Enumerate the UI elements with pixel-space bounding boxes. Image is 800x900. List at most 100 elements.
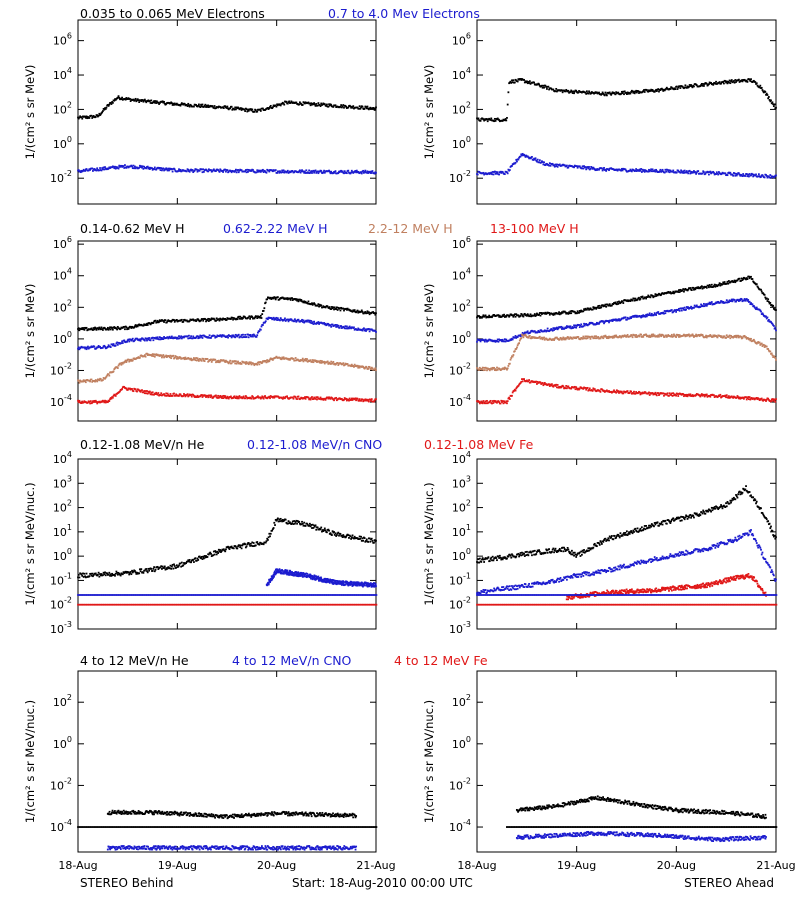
- data-point: [773, 327, 776, 330]
- data-point: [178, 357, 180, 359]
- data-point: [625, 93, 628, 95]
- data-point: [160, 392, 163, 395]
- data-point: [773, 356, 776, 358]
- data-point: [567, 312, 570, 315]
- data-point: [625, 92, 628, 94]
- data-point: [335, 306, 338, 309]
- data-point: [764, 344, 767, 347]
- data-point: [773, 103, 776, 106]
- data-point: [482, 400, 485, 402]
- data-point: [678, 289, 680, 291]
- data-point: [180, 318, 183, 321]
- data-point: [629, 300, 632, 303]
- data-point: [568, 311, 570, 314]
- data-point: [119, 327, 122, 330]
- data-point: [287, 320, 290, 323]
- data-point: [306, 358, 308, 360]
- data-point: [775, 106, 777, 109]
- data-point: [259, 328, 262, 331]
- data-point: [567, 89, 570, 92]
- data-point: [262, 324, 264, 326]
- data-point: [148, 168, 151, 170]
- data-point: [652, 296, 655, 299]
- data-point: [514, 161, 517, 164]
- data-point: [134, 388, 137, 391]
- data-point: [199, 106, 202, 109]
- data-point: [553, 164, 555, 167]
- data-point: [703, 83, 706, 85]
- data-point: [201, 103, 204, 106]
- data-point: [222, 394, 225, 397]
- data-point: [274, 318, 277, 321]
- data-point: [670, 335, 673, 338]
- data-point: [613, 389, 615, 392]
- data-series: [476, 78, 777, 123]
- data-point: [751, 173, 754, 176]
- data-point: [552, 314, 555, 316]
- data-point: [257, 331, 259, 334]
- data-point: [638, 391, 641, 394]
- data-point: [762, 344, 765, 346]
- data-point: [673, 88, 675, 91]
- data-point: [82, 168, 85, 171]
- data-point: [543, 338, 546, 341]
- data-point: [730, 334, 732, 337]
- data-point: [519, 155, 522, 158]
- data-point: [553, 165, 556, 168]
- data-point: [108, 374, 111, 377]
- data-point: [91, 167, 94, 170]
- data-point: [724, 80, 727, 82]
- data-point: [148, 390, 151, 393]
- data-point: [168, 335, 171, 338]
- data-point: [359, 107, 362, 110]
- data-point: [247, 362, 249, 365]
- data-point: [256, 317, 259, 320]
- data-point: [763, 176, 766, 179]
- data-point: [703, 286, 705, 289]
- data-point: [765, 345, 768, 348]
- data-point: [486, 118, 488, 121]
- data-point: [581, 337, 584, 340]
- data-point: [227, 336, 229, 339]
- data-point: [126, 328, 128, 331]
- data-point: [348, 327, 350, 330]
- data-point: [77, 380, 80, 382]
- data-point: [638, 296, 640, 299]
- data-point: [544, 311, 547, 314]
- data-point: [98, 379, 101, 382]
- data-point: [715, 171, 718, 174]
- data-point: [355, 310, 358, 313]
- data-point: [735, 174, 738, 177]
- data-point: [94, 168, 97, 171]
- data-point: [316, 396, 319, 399]
- data-point: [187, 168, 190, 171]
- data-point: [132, 390, 135, 393]
- data-point: [643, 297, 645, 300]
- data-point: [737, 78, 740, 81]
- data-point: [373, 312, 376, 315]
- data-point: [352, 105, 355, 108]
- data-point: [663, 335, 666, 338]
- data-point: [493, 120, 496, 123]
- data-point: [611, 320, 614, 322]
- data-point: [270, 317, 273, 319]
- data-point: [162, 354, 165, 356]
- data-point: [531, 155, 533, 158]
- data-point: [771, 322, 774, 325]
- data-point: [538, 161, 540, 164]
- data-point: [486, 120, 489, 123]
- data-point: [282, 102, 285, 105]
- data-point: [674, 88, 677, 90]
- data-point: [159, 169, 162, 171]
- data-point: [521, 331, 524, 334]
- data-point: [222, 334, 225, 337]
- data-point: [729, 82, 732, 85]
- data-point: [701, 287, 704, 290]
- data-point: [490, 117, 493, 120]
- data-point: [553, 329, 555, 331]
- data-point: [300, 103, 303, 105]
- data-point: [526, 313, 529, 316]
- data-point: [179, 336, 182, 339]
- data-point: [755, 306, 758, 309]
